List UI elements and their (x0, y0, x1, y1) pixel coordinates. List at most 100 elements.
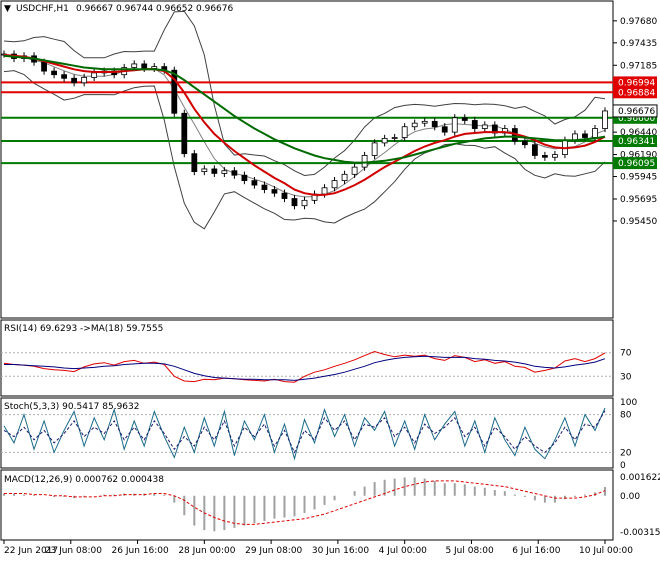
price-candle-body (41, 61, 47, 72)
macd-ytick-label: 0.001622 (620, 473, 660, 483)
price-candle-body (552, 154, 558, 158)
price-candle-body (451, 117, 458, 133)
current-price-label: 0.96676 (618, 107, 655, 117)
stoch-header: Stoch(5,3,3) 90.5417 85.9632 (4, 402, 139, 412)
x-tick-label: 10 Jul 00:00 (579, 546, 633, 556)
price-ytick-label: 0.96440 (620, 128, 657, 138)
level-label: 0.96994 (618, 78, 655, 88)
price-candle-body (461, 117, 468, 121)
price-candle-body (181, 112, 188, 155)
level-label: 0.96884 (618, 88, 655, 98)
price-candle-body (431, 120, 438, 128)
current-price-box (612, 104, 658, 118)
price-candle-body (421, 120, 428, 124)
rsi-ytick-label: 30 (620, 372, 632, 382)
stoch-ytick-label: 20 (620, 448, 632, 458)
price-candle-body (91, 72, 98, 78)
price-candle-body (141, 63, 148, 69)
stoch-line-2 (3, 410, 606, 454)
price-candle-body (131, 63, 138, 68)
level-label: 0.96341 (618, 137, 655, 147)
price-candle-body (411, 122, 418, 128)
level-label-bg (613, 86, 657, 99)
x-tick-label: 6 Jul 16:00 (512, 546, 561, 556)
price-candle-body (401, 126, 408, 138)
price-ytick-label: 0.97680 (620, 17, 657, 27)
x-tick-label: 26 Jun 16:00 (112, 546, 169, 556)
price-candle-body (51, 70, 57, 76)
rsi-line-1 (3, 350, 606, 383)
macd-header: MACD(12,26,9) 0.000762 0.000438 (4, 475, 164, 485)
level-label-bg (613, 157, 657, 170)
price-candle-body (351, 166, 358, 175)
rsi-ytick-label: 70 (620, 349, 632, 359)
x-tick-label: 4 Jul 00:00 (379, 546, 428, 556)
level-label: 0.96095 (618, 159, 655, 169)
price-candle-body (261, 184, 268, 190)
price-candle-body (542, 155, 548, 158)
price-candle-body (81, 76, 88, 84)
price-header-symbol: USDCHF,H1 (16, 4, 69, 14)
stoch-ytick-label: 80 (620, 411, 632, 421)
price-candle-body (281, 192, 288, 199)
x-tick-label: 22 Jun 2017 (4, 546, 58, 556)
price-ytick-label: 0.97435 (620, 39, 657, 49)
price-candle-body (61, 74, 67, 79)
price-candle-body (251, 180, 258, 186)
price-candle-body (221, 170, 228, 174)
macd-panel-frame (0, 469, 614, 541)
price-candle-body (71, 77, 78, 84)
price-candle-body (321, 187, 328, 195)
price-candle-body (521, 140, 528, 146)
moving-average-line-2 (3, 54, 606, 164)
macd-ytick-label: 0.00 (620, 492, 640, 502)
price-candle-body (582, 133, 588, 138)
x-tick-label: 28 Jun 00:00 (178, 546, 235, 556)
price-ytick-label: 0.95945 (620, 173, 657, 183)
price-candle-body (602, 110, 608, 129)
price-candle-body (331, 180, 338, 189)
price-panel-frame (0, 0, 614, 319)
price-ytick-label: 0.95695 (620, 195, 657, 205)
price-candle-body (231, 170, 238, 176)
x-tick-label: 29 Jun 08:00 (245, 546, 302, 556)
moving-average-line-1 (3, 53, 606, 196)
rsi-header: RSI(14) 69.6293 ->MA(18) 59.7555 (4, 324, 163, 334)
price-candle-body (391, 137, 398, 139)
price-candle-body (301, 199, 308, 207)
price-header-low: 0.96652 (156, 4, 193, 14)
price-candle-body (361, 155, 368, 168)
price-candle-body (151, 66, 158, 69)
price-candle-body (201, 168, 208, 173)
x-tick-label: 23 Jun 08:00 (45, 546, 102, 556)
price-candle-body (271, 189, 278, 194)
price-candle-body (171, 69, 178, 114)
level-label-bg (613, 135, 657, 148)
price-header-arrow: ▼ (4, 4, 11, 14)
stoch-ytick-label: 100 (620, 398, 637, 408)
macd-signal-line (4, 480, 606, 525)
price-candle-body (592, 128, 598, 138)
stoch-ytick-label: 0 (620, 461, 626, 471)
price-candle-body (371, 142, 378, 156)
price-candle-body (341, 173, 348, 181)
price-candle-body (481, 124, 488, 129)
price-header-open: 0.96667 (76, 4, 113, 14)
price-ytick-label: 0.95450 (620, 217, 657, 227)
stoch-line-1 (3, 407, 606, 461)
macd-ytick-label: -0.003151 (620, 528, 660, 538)
price-candle-body (291, 198, 298, 207)
price-ytick-label: 0.97185 (620, 61, 657, 71)
level-label-bg (613, 76, 657, 89)
rsi-panel-frame (0, 319, 614, 397)
bollinger-upper-band (3, 10, 606, 177)
rsi-line-2 (4, 355, 606, 381)
price-header-high: 0.96744 (116, 4, 153, 14)
price-candle-body (211, 168, 218, 174)
price-candle-body (531, 144, 538, 156)
price-candle-body (471, 120, 478, 129)
x-tick-label: 30 Jun 16:00 (312, 546, 369, 556)
x-tick-label: 5 Jul 08:00 (445, 546, 494, 556)
price-candle-body (241, 174, 248, 181)
